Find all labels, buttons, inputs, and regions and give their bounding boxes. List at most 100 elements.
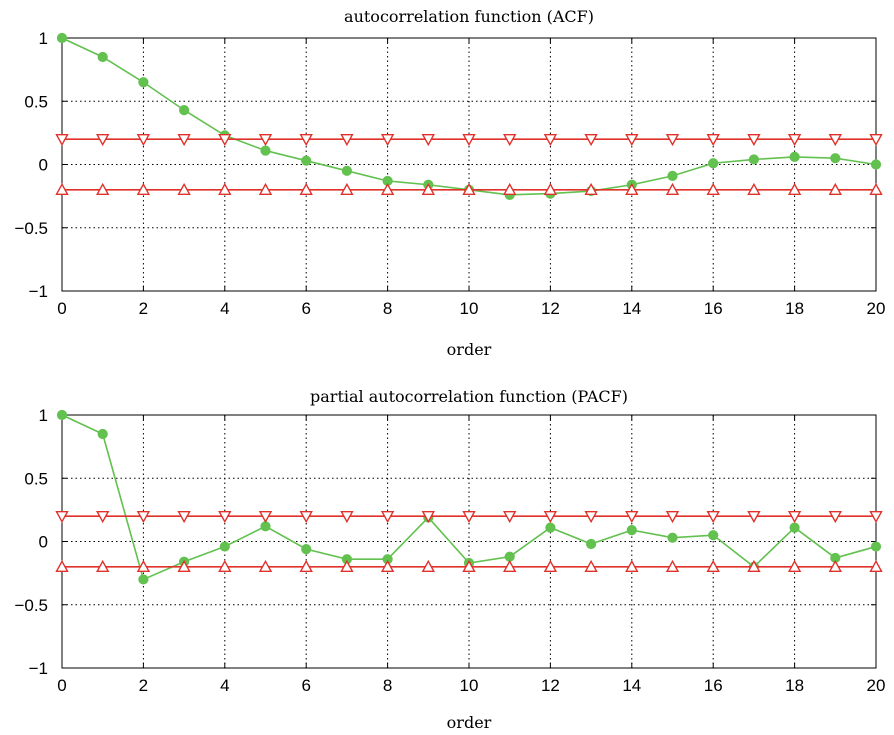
pacf-lower-bound-marker [503, 559, 517, 572]
pacf-upper-bound-marker [136, 511, 151, 524]
pacf-lower-bound-marker [869, 559, 883, 572]
pacf-xtick-label: 20 [867, 676, 886, 695]
acf-lower-bound-marker [340, 182, 354, 195]
pacf-data-point [626, 525, 637, 536]
pacf-xtick-label: 6 [301, 676, 310, 695]
pacf-upper-bound-marker [258, 511, 273, 524]
pacf-lower-bound-marker [462, 559, 476, 572]
acf-lower-bound-marker [96, 182, 110, 195]
acf-lower-bound-marker [706, 182, 720, 195]
acf-data-point [789, 151, 800, 163]
acf-data-point [260, 145, 271, 156]
acf-xtick-label: 8 [383, 299, 392, 318]
acf-data-point [667, 170, 678, 181]
pacf-ytick-label: 0 [39, 533, 48, 552]
acf-xtick-label: 12 [541, 299, 560, 318]
acf-lower-bound-marker [828, 182, 842, 195]
pacf-lower-bound-marker [96, 559, 110, 572]
acf-lower-bound-marker [625, 182, 639, 195]
pacf-xtick-label: 8 [383, 676, 392, 695]
pacf-upper-bound-marker [543, 511, 558, 524]
pacf-data-point [138, 574, 149, 585]
acf-upper-bound-marker [380, 134, 395, 147]
acf-lower-bound-marker [299, 182, 313, 195]
acf-upper-bound-marker [625, 134, 639, 147]
pacf-lower-bound-marker [55, 559, 69, 572]
acf-upper-bound-marker [462, 134, 476, 147]
acf-lower-bound-marker [421, 182, 435, 195]
acf-ytick-label: 1 [39, 29, 48, 48]
acf-lower-bound-marker [787, 182, 802, 195]
acf-lower-bound-marker [177, 182, 191, 195]
pacf-upper-bound-marker [584, 511, 598, 524]
pacf-lower-bound-marker [218, 559, 232, 572]
pacf-lower-bound-marker [787, 559, 802, 572]
acf-upper-bound-marker [55, 134, 69, 147]
acf-xtick-label: 16 [704, 299, 723, 318]
pacf-title: partial autocorrelation function (PACF) [310, 387, 628, 406]
acf-data-point [708, 158, 719, 169]
acf-upper-bound-marker [747, 134, 761, 147]
acf-lower-bound-marker [503, 182, 517, 195]
pacf-lower-bound-marker [706, 559, 720, 572]
acf-upper-bound-marker [96, 134, 110, 147]
pacf-xtick-label: 0 [57, 676, 66, 695]
pacf-lower-bound-marker [299, 559, 313, 572]
pacf-upper-bound-marker [787, 511, 802, 524]
pacf-ytick-label: −0.5 [14, 596, 48, 615]
pacf-upper-bound-marker [340, 511, 354, 524]
pacf-upper-bound-marker [380, 511, 395, 524]
acf-upper-bound-marker [299, 134, 313, 147]
acf-title: autocorrelation function (ACF) [344, 7, 594, 26]
acf-upper-bound-marker [258, 134, 273, 147]
pacf-xtick-label: 2 [139, 676, 148, 695]
pacf-data-point [708, 530, 719, 541]
acf-upper-bound-marker [543, 134, 558, 147]
acf-lower-bound-marker [747, 182, 761, 195]
acf-lower-bound-marker [869, 182, 883, 195]
acf-data-point [301, 155, 312, 166]
pacf-upper-bound-marker [503, 511, 517, 524]
acf-xtick-label: 18 [785, 299, 804, 318]
acf-data-point [870, 159, 882, 170]
pacf-data-point [789, 522, 800, 533]
acf-chart: autocorrelation function (ACF) order 0 2 4… [14, 7, 885, 359]
pacf-data-point [219, 541, 230, 552]
acf-upper-bound-marker [665, 134, 680, 147]
acf-ytick-label: −1 [29, 282, 48, 301]
acf-upper-bound-marker [869, 134, 883, 147]
acf-lower-bound-marker [665, 182, 680, 195]
acf-xtick-label: 10 [460, 299, 479, 318]
acf-data-point [341, 165, 352, 176]
pacf-upper-bound-marker [462, 511, 476, 524]
pacf-data-point [870, 541, 882, 552]
pacf-xtick-label: 4 [220, 676, 229, 695]
pacf-xlabel: order [447, 713, 492, 732]
acf-xtick-label: 6 [301, 299, 310, 318]
pacf-upper-bound-marker [299, 511, 313, 524]
acf-lower-bound-marker [136, 182, 151, 195]
pacf-ytick-label: −1 [29, 659, 48, 678]
pacf-lower-bound-marker [258, 559, 273, 572]
acf-lower-bound-marker [218, 182, 232, 195]
acf-ytick-label: 0.5 [24, 92, 48, 111]
pacf-xtick-label: 12 [541, 676, 560, 695]
acf-ytick-label: −0.5 [14, 219, 48, 238]
acf-upper-bound-marker [340, 134, 354, 147]
acf-lower-bound-marker [258, 182, 273, 195]
pacf-data-point [56, 409, 68, 421]
pacf-upper-bound-marker [706, 511, 720, 524]
pacf-ytick-label: 1 [39, 406, 48, 425]
pacf-lower-bound-marker [625, 559, 639, 572]
acf-upper-bound-marker [136, 134, 151, 147]
pacf-upper-bound-marker [177, 511, 191, 524]
acf-data-point [179, 105, 190, 116]
pacf-data-point [301, 543, 312, 555]
pacf-data-point [586, 538, 597, 550]
pacf-lower-bound-marker [136, 559, 151, 572]
acf-lower-bound-marker [584, 182, 598, 195]
pacf-lower-bound-marker [747, 559, 761, 572]
pacf-xtick-label: 16 [704, 676, 723, 695]
pacf-lower-bound-marker [340, 559, 354, 572]
pacf-upper-bound-marker [665, 511, 680, 524]
